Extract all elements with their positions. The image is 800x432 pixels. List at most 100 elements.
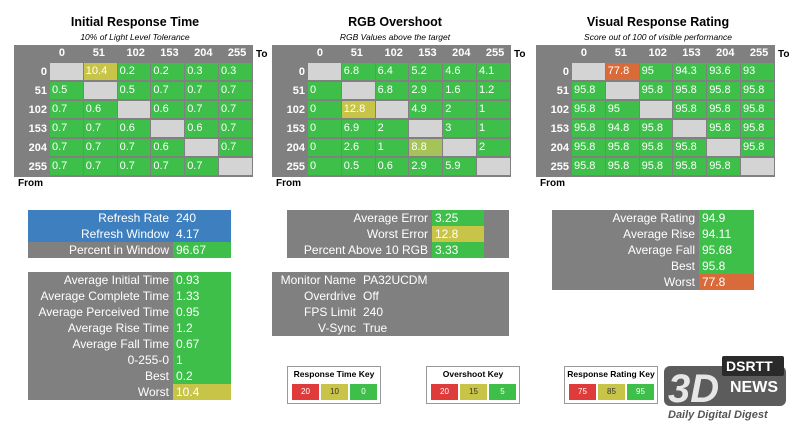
stat-row: Best 95.8 bbox=[552, 258, 754, 274]
stat-label: Average Complete Time bbox=[40, 289, 169, 303]
rt-title: Initial Response Time bbox=[70, 15, 200, 29]
matrix-cell bbox=[605, 82, 639, 99]
matrix-cell bbox=[185, 139, 218, 156]
matrix-cell: 0.2 bbox=[151, 63, 185, 80]
os-title: RGB Overshoot bbox=[348, 15, 442, 29]
matrix-cell: 0.3 bbox=[219, 63, 252, 80]
matrix-cell bbox=[117, 101, 151, 118]
matrix-cell: 2.9 bbox=[409, 82, 443, 99]
stat-row: Average Fall Time 0.67 bbox=[28, 336, 231, 352]
matrix-cell: 4.6 bbox=[443, 63, 476, 80]
stat-label: Worst Error bbox=[366, 227, 428, 241]
stat-value: 12.8 bbox=[432, 226, 484, 242]
stat-row: Average Rise Time 1.2 bbox=[28, 320, 231, 336]
stat-row: Percent Above 10 RGB 3.33 bbox=[287, 242, 484, 258]
response-time-key: Response Time Key 20 10 0 bbox=[287, 366, 381, 404]
column-header: 255 bbox=[749, 47, 769, 59]
column-header: 204 bbox=[194, 47, 213, 59]
matrix-cell: 0.7 bbox=[219, 120, 252, 137]
row-header: 153 bbox=[286, 123, 305, 135]
stat-label: Refresh Rate bbox=[28, 210, 173, 226]
logo-dsrtt-text: DSRTT bbox=[726, 358, 773, 374]
stat-value: 1.2 bbox=[173, 320, 231, 336]
matrix-cell: 95.8 bbox=[572, 101, 605, 118]
matrix-cell: 0.7 bbox=[50, 139, 83, 156]
matrix-cell: 0.6 bbox=[151, 101, 185, 118]
row-header: 255 bbox=[286, 161, 305, 173]
matrix-cell bbox=[443, 139, 476, 156]
key-swatch: 20 bbox=[292, 384, 319, 400]
row-header: 102 bbox=[286, 104, 305, 116]
matrix-cell: 0.7 bbox=[185, 158, 218, 175]
matrix-cell: 0 bbox=[308, 158, 341, 175]
stat-row: 0-255-0 1 bbox=[28, 352, 231, 368]
matrix-cell bbox=[375, 101, 409, 118]
stat-value: 3.25 bbox=[432, 210, 484, 226]
key-swatch: 95 bbox=[627, 384, 654, 400]
stat-label: Overdrive bbox=[303, 289, 356, 303]
stat-label: Best bbox=[144, 369, 169, 383]
stat-value: True bbox=[363, 321, 388, 335]
matrix-cell: 6.9 bbox=[341, 120, 375, 137]
stat-row: Average Rating 94.9 bbox=[552, 210, 754, 226]
matrix-cell: 1.6 bbox=[443, 82, 476, 99]
stat-label: FPS Limit bbox=[303, 305, 356, 319]
matrix-cell: 93.6 bbox=[707, 63, 740, 80]
stat-row: Overdrive Off bbox=[272, 288, 480, 304]
key-swatch: 15 bbox=[460, 384, 487, 400]
row-header: 0 bbox=[298, 66, 305, 78]
column-header: 51 bbox=[614, 47, 627, 59]
stat-value: 4.17 bbox=[173, 226, 231, 242]
row-header: 153 bbox=[550, 123, 569, 135]
matrix-cell bbox=[741, 158, 774, 175]
stat-label: Average Rise Time bbox=[67, 321, 169, 335]
stat-value: PA32UCDM bbox=[363, 273, 428, 287]
column-header: 255 bbox=[485, 47, 505, 59]
stat-value: 240 bbox=[363, 305, 384, 319]
stat-label: Monitor Name bbox=[280, 273, 356, 287]
row-header: 204 bbox=[286, 142, 305, 154]
matrix-cell: 95.8 bbox=[673, 158, 707, 175]
matrix-cell bbox=[83, 82, 117, 99]
response-rating-key: Response Rating Key 75 85 95 bbox=[564, 366, 658, 404]
os-from-label: From bbox=[276, 178, 301, 189]
matrix-cell bbox=[477, 158, 510, 175]
stat-row: V-Sync True bbox=[272, 320, 480, 336]
matrix-cell: 0 bbox=[308, 139, 341, 156]
matrix-cell: 95.8 bbox=[639, 82, 673, 99]
matrix-cell: 2.6 bbox=[341, 139, 375, 156]
stat-value: 95.8 bbox=[699, 258, 754, 274]
matrix-cell: 0.6 bbox=[151, 139, 185, 156]
column-header: 102 bbox=[384, 47, 403, 59]
matrix-cell: 0 bbox=[308, 120, 341, 137]
stat-value: 95.68 bbox=[699, 242, 754, 258]
stat-row: Average Initial Time 0.93 bbox=[28, 272, 231, 288]
column-header: 255 bbox=[227, 47, 247, 59]
logo-graphic: 3D DSRTT NEWS Daily Digital Digest bbox=[664, 356, 786, 421]
stat-value: 240 bbox=[173, 210, 231, 226]
stat-label: Average Fall bbox=[627, 243, 695, 257]
matrix-cell: 95.8 bbox=[572, 139, 605, 156]
column-header: 153 bbox=[418, 47, 437, 59]
stat-row: Average Fall 95.68 bbox=[552, 242, 754, 258]
column-header: 0 bbox=[58, 47, 66, 59]
stat-label: Average Error bbox=[353, 211, 428, 225]
monitor-settings-panel: Monitor Name PA32UCDM Overdrive Off FPS Limi… bbox=[272, 272, 509, 336]
rating-summary-panel: Average Rating 94.9 Average Rise 94.11 Avera… bbox=[552, 210, 754, 290]
stat-value: 3.33 bbox=[432, 242, 484, 258]
matrix-cell: 0 bbox=[308, 82, 341, 99]
matrix-cell: 0.7 bbox=[185, 82, 218, 99]
key-swatch: 20 bbox=[431, 384, 458, 400]
matrix-cell: 95.8 bbox=[605, 139, 639, 156]
stat-label: Refresh Window bbox=[28, 226, 173, 242]
column-header: 153 bbox=[682, 47, 701, 59]
overshoot-key: Overshoot Key 20 15 5 bbox=[426, 366, 520, 404]
stat-row: Average Rise 94.11 bbox=[552, 226, 754, 242]
row-header: 0 bbox=[40, 66, 47, 78]
key-swatch: 5 bbox=[489, 384, 516, 400]
stat-label: Worst bbox=[663, 275, 695, 289]
matrix-cell: 0.7 bbox=[50, 120, 83, 137]
matrix-cell bbox=[707, 139, 740, 156]
matrix-cell: 95.8 bbox=[741, 120, 774, 137]
stat-value: 94.9 bbox=[699, 210, 754, 226]
